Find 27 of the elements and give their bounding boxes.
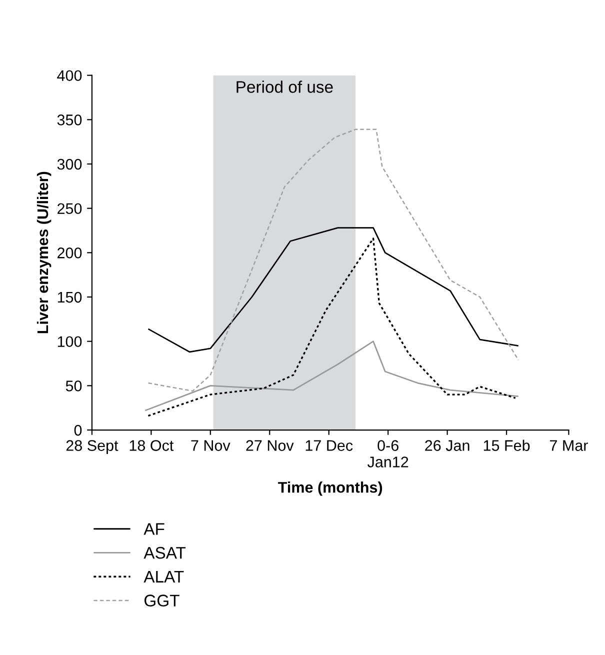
y-tick-label: 300 — [57, 158, 82, 170]
x-tick-label: 27 Nov — [246, 440, 294, 451]
legend-label: ASAT — [144, 546, 186, 559]
x-tick-label: 0-6 Jan12 — [368, 440, 408, 468]
y-tick-label: 200 — [58, 248, 82, 258]
y-tick-label: 0 — [74, 424, 82, 436]
x-tick-label: 28 Sept — [66, 440, 118, 454]
x-tick-label: 17 Dec — [306, 440, 353, 451]
line-series — [147, 238, 516, 417]
y-tick-label: 400 — [57, 70, 82, 82]
y-tick-label: 250 — [58, 203, 82, 214]
x-tick-label: 18 Oct — [130, 440, 174, 451]
legend-label: ALAT — [144, 570, 184, 582]
band-label: Period of use — [236, 80, 333, 93]
legend-label: AF — [144, 523, 164, 535]
x-tick-label: 26 Jan — [425, 440, 470, 451]
x-tick-label: 7 Nov — [191, 440, 230, 451]
y-tick-label: 350 — [57, 114, 82, 126]
y-tick-label: 100 — [58, 336, 82, 348]
y-tick-label: 150 — [58, 292, 82, 303]
x-axis-title: Time (months) — [278, 482, 382, 496]
y-tick-label: 50 — [66, 380, 82, 392]
x-tick-label: 7 Mar — [550, 440, 588, 451]
x-tick-label: 15 Feb — [484, 440, 530, 451]
y-axis-title: Liver enzymes (U/liter) — [36, 172, 52, 334]
legend-label: GGT — [144, 594, 180, 606]
line-series — [148, 227, 520, 353]
